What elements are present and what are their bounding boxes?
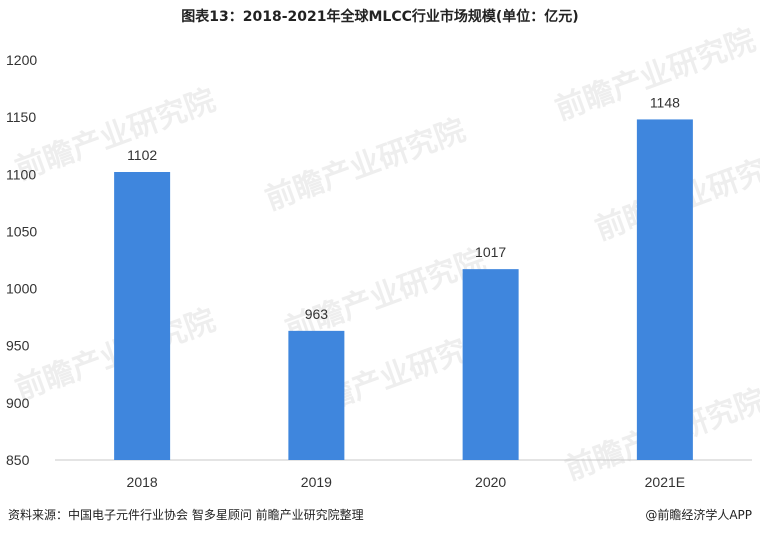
bar	[462, 269, 519, 460]
bars: 1102 963 1017 1148	[114, 94, 693, 460]
bar-value-label: 1017	[475, 244, 506, 260]
y-tick-label: 1150	[6, 109, 36, 125]
y-tick-label: 1050	[6, 223, 37, 239]
bar-value-label: 963	[305, 306, 329, 322]
x-axis: 2018 2019 2020 2021E	[127, 474, 686, 490]
y-tick-label: 1100	[6, 166, 36, 182]
bar	[636, 119, 693, 460]
x-tick-label: 2021E	[645, 474, 685, 490]
x-tick-label: 2019	[301, 474, 332, 490]
x-tick-label: 2018	[127, 474, 158, 490]
bar	[288, 330, 345, 460]
y-tick-label: 1200	[6, 52, 37, 68]
bar-value-label: 1148	[650, 94, 680, 110]
watermark-text: 前瞻产业研究院	[261, 113, 470, 218]
x-tick-label: 2020	[475, 474, 506, 490]
source-note: 资料来源：中国电子元件行业协会 智多星顾问 前瞻产业研究院整理	[8, 508, 364, 522]
chart-title: 图表13：2018-2021年全球MLCC行业市场规模(单位：亿元)	[181, 9, 579, 25]
brand-credit: @前瞻经济学人APP	[645, 508, 752, 522]
bar	[114, 172, 171, 460]
watermark-text: 前瞻产业研究院	[11, 83, 220, 188]
y-tick-label: 900	[6, 395, 30, 411]
y-axis: 850 900 950 1000 1050 1100 1150 1200	[6, 52, 37, 468]
y-tick-label: 850	[6, 452, 30, 468]
watermark-text: 前瞻产业研究院	[551, 23, 760, 128]
bar-value-label: 1102	[127, 147, 157, 163]
y-tick-label: 950	[6, 338, 30, 354]
y-tick-label: 1000	[6, 281, 37, 297]
